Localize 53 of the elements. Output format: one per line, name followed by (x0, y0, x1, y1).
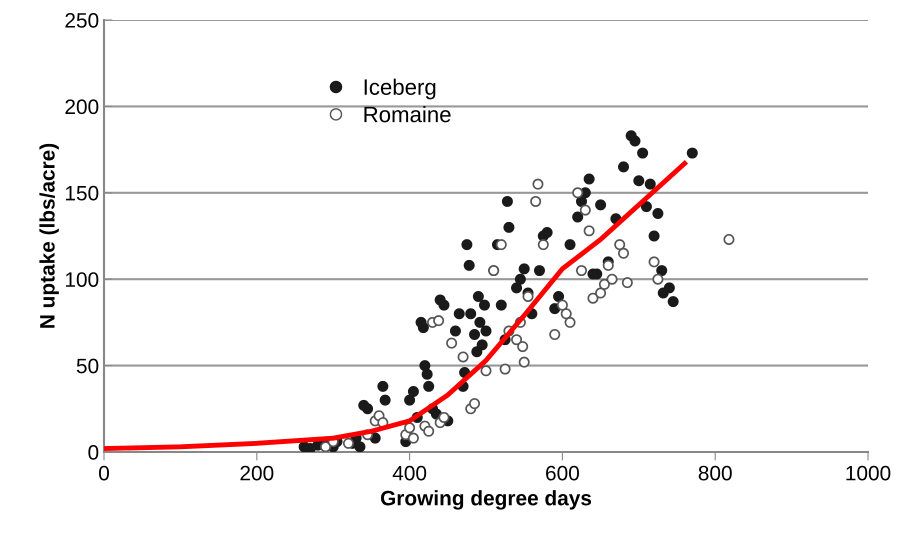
x-tick-label: 0 (99, 466, 109, 480)
point (622, 277, 633, 288)
y-axis-title: N uptake (lbs/acre) (39, 144, 59, 328)
x-tick-label: 600 (546, 466, 579, 480)
point (576, 265, 587, 276)
point (549, 329, 560, 340)
point (618, 248, 630, 259)
point (320, 441, 332, 452)
point (602, 260, 614, 271)
point (408, 432, 419, 444)
point (511, 334, 522, 346)
point (723, 234, 734, 245)
x-tick-label: 800 (698, 466, 732, 480)
point (648, 256, 660, 268)
point (342, 438, 354, 449)
point (564, 316, 576, 328)
point (433, 315, 444, 326)
point (606, 274, 618, 285)
x-axis-title: Growing degree days (380, 490, 592, 510)
line-series (104, 160, 688, 451)
x-tick-label: 400 (392, 466, 426, 480)
point (538, 239, 549, 250)
point (446, 338, 458, 349)
point (530, 196, 542, 207)
point (556, 300, 568, 311)
point (652, 274, 664, 285)
y-tick-label: 100 (66, 272, 98, 287)
point (518, 356, 530, 368)
point (423, 426, 434, 437)
point (587, 292, 598, 304)
point (500, 364, 511, 375)
y-tick-label: 150 (66, 186, 98, 201)
legend-label: Iceberg (364, 78, 436, 100)
point (496, 239, 507, 250)
point (572, 187, 584, 198)
point (480, 365, 492, 376)
legend-label: Romaine (364, 106, 451, 122)
y-tick-label: 50 (76, 358, 98, 374)
point (584, 225, 595, 236)
y-tick-label: 0 (88, 445, 98, 460)
x-tick-label: 1000 (846, 466, 890, 480)
point (522, 290, 534, 302)
point (614, 239, 626, 250)
point (517, 341, 528, 352)
point (404, 422, 416, 434)
point (438, 412, 450, 423)
point (458, 351, 469, 362)
point (469, 398, 480, 410)
point (532, 178, 544, 190)
x-tick-label: 200 (240, 466, 274, 480)
y-tick-label: 200 (65, 99, 98, 114)
point (580, 204, 591, 216)
y-tick-label: 250 (65, 13, 98, 28)
